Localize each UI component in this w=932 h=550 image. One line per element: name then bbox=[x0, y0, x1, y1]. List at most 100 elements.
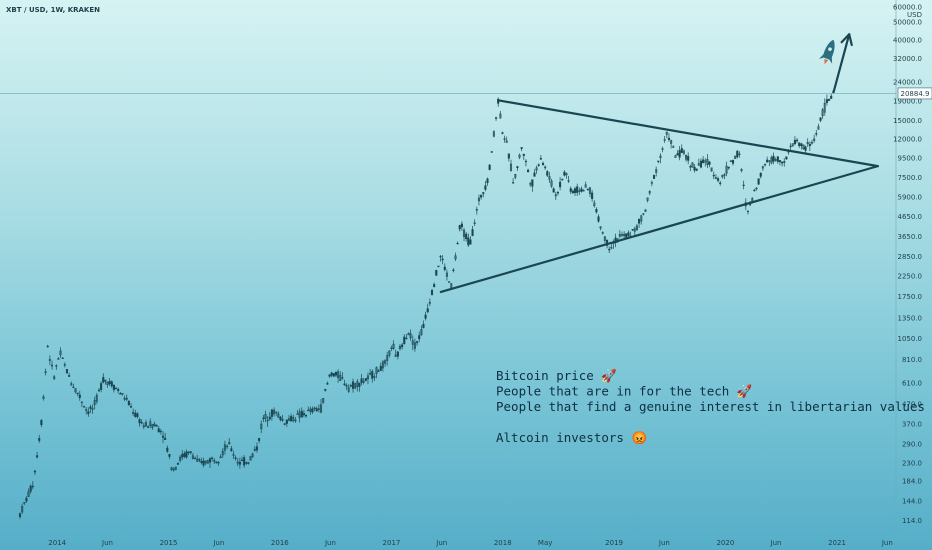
candle-body bbox=[416, 341, 419, 344]
candle-body bbox=[403, 336, 406, 345]
candle-body bbox=[424, 314, 427, 319]
candle-body bbox=[185, 451, 188, 458]
candle-body bbox=[55, 365, 58, 367]
candle-body bbox=[774, 159, 777, 161]
annotation-line: Bitcoin price 🚀 bbox=[496, 368, 617, 383]
candle-body bbox=[65, 369, 69, 374]
candle-body bbox=[279, 416, 282, 421]
candle-body bbox=[535, 167, 538, 171]
candle-body bbox=[761, 166, 764, 169]
annotation-line: Altcoin investors 😡 bbox=[496, 430, 647, 445]
candle-body bbox=[44, 371, 47, 373]
candle-body bbox=[512, 182, 515, 184]
candles-layer bbox=[18, 90, 835, 519]
y-tick-label: 12000.0 bbox=[893, 135, 922, 143]
trendline[interactable] bbox=[497, 99, 879, 168]
candle-body bbox=[563, 171, 566, 176]
y-tick-label: 24000.0 bbox=[893, 79, 922, 87]
candle-body bbox=[725, 165, 728, 174]
candle-body bbox=[571, 190, 574, 194]
candle-body bbox=[738, 153, 741, 155]
candle-body bbox=[452, 269, 455, 271]
candle-body bbox=[746, 210, 750, 213]
candle-body bbox=[418, 335, 421, 340]
candle-body bbox=[584, 184, 587, 188]
candle-body bbox=[471, 229, 474, 236]
y-tick-label: 3650.0 bbox=[898, 233, 923, 241]
rocket-icon bbox=[819, 39, 835, 65]
candle-body bbox=[670, 140, 673, 144]
candle-body bbox=[398, 346, 402, 350]
candle-body bbox=[544, 166, 547, 169]
candle-body bbox=[243, 457, 246, 466]
candle-body bbox=[524, 160, 527, 163]
candle-body bbox=[375, 367, 378, 374]
candle-body bbox=[270, 409, 273, 417]
candle-body bbox=[793, 139, 796, 145]
candle-body bbox=[490, 151, 493, 153]
candle-body bbox=[360, 378, 363, 383]
candle-body bbox=[123, 398, 126, 400]
candle-body bbox=[501, 132, 504, 134]
candle-body bbox=[736, 150, 739, 158]
trendline[interactable] bbox=[439, 165, 879, 294]
candle-body bbox=[494, 117, 498, 119]
candle-body bbox=[646, 197, 649, 201]
candle-body bbox=[823, 102, 826, 113]
candle-body bbox=[539, 158, 542, 160]
candle-body bbox=[527, 169, 530, 173]
candle-body bbox=[377, 370, 380, 372]
candle-body bbox=[322, 398, 325, 403]
candle-body bbox=[798, 142, 801, 147]
candle-body bbox=[813, 138, 816, 141]
candle-body bbox=[57, 358, 60, 360]
candle-body bbox=[164, 437, 167, 440]
time-axis[interactable]: 2014 Jun 2015 Jun 2016 Jun 2017 Jun 2018 May 2019 J… bbox=[48, 539, 892, 547]
candle-body bbox=[817, 126, 820, 130]
candle-body bbox=[383, 360, 387, 364]
y-tick-label: 114.0 bbox=[902, 517, 922, 525]
x-tick-label: 2016 bbox=[271, 539, 289, 547]
candle-body bbox=[687, 156, 690, 161]
candle-body bbox=[475, 209, 478, 211]
candle-body bbox=[482, 191, 485, 195]
candle-body bbox=[236, 461, 239, 464]
rocket-flame bbox=[824, 58, 829, 65]
candle-body bbox=[326, 383, 329, 385]
candle-body bbox=[484, 185, 487, 190]
candle-body bbox=[569, 188, 572, 192]
candle-body bbox=[251, 453, 254, 457]
candle-body bbox=[454, 255, 457, 260]
candle-body bbox=[667, 137, 671, 140]
candle-body bbox=[815, 133, 818, 135]
arrow-line[interactable] bbox=[832, 33, 851, 95]
y-tick-label: 9500.0 bbox=[898, 154, 923, 162]
candle-body bbox=[623, 233, 626, 237]
candle-body bbox=[386, 355, 389, 361]
candle-body bbox=[413, 342, 416, 349]
candle-body bbox=[53, 376, 56, 380]
candle-body bbox=[448, 281, 451, 283]
candle-body bbox=[151, 424, 154, 428]
candle-body bbox=[23, 502, 26, 504]
candle-body bbox=[445, 272, 449, 277]
candle-body bbox=[42, 396, 45, 399]
candle-body bbox=[287, 418, 291, 421]
candle-body bbox=[72, 386, 75, 389]
candle-body bbox=[407, 333, 410, 336]
candle-body bbox=[819, 117, 822, 121]
candle-body bbox=[620, 234, 624, 236]
candle-body bbox=[586, 188, 589, 191]
x-tick-label: 2018 bbox=[494, 539, 512, 547]
candle-body bbox=[821, 109, 824, 117]
candle-body bbox=[302, 413, 305, 416]
candle-body bbox=[25, 497, 28, 502]
candle-body bbox=[112, 385, 115, 390]
y-tick-label: 19000.0 bbox=[893, 98, 922, 106]
candle-body bbox=[191, 455, 194, 459]
candle-body bbox=[731, 160, 735, 164]
candle-body bbox=[300, 410, 303, 418]
candle-body bbox=[830, 95, 833, 99]
